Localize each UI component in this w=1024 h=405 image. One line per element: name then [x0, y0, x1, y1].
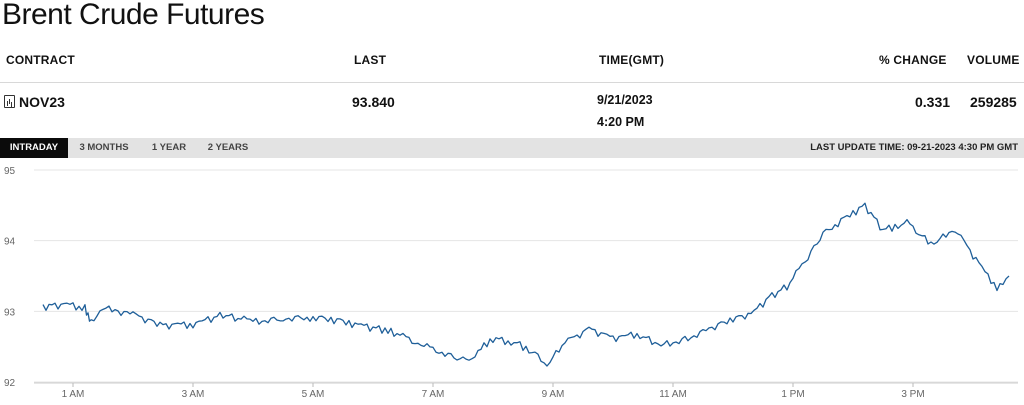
change-value: 0.331: [915, 94, 951, 110]
y-tick-label: 93: [4, 307, 16, 318]
time-clock: 4:20 PM: [597, 115, 645, 129]
tab-2-years[interactable]: 2 YEARS: [207, 142, 249, 153]
volume-value: 259285: [970, 94, 1017, 110]
y-tick-label: 94: [4, 237, 16, 248]
y-tick-label: 95: [4, 166, 16, 177]
time-date: 9/21/2023: [597, 93, 653, 107]
y-tick-label: 92: [4, 378, 16, 389]
x-tick-label: 3 PM: [901, 389, 924, 400]
header-volume[interactable]: VOLUME: [967, 53, 1020, 67]
contract-value[interactable]: NOV23: [19, 94, 65, 110]
x-tick-label: 7 AM: [422, 389, 445, 400]
page-title: Brent Crude Futures: [2, 0, 265, 31]
last-value: 93.840: [352, 94, 395, 110]
x-tick-label: 11 AM: [659, 389, 687, 400]
x-tick-label: 3 AM: [182, 389, 205, 400]
x-tick-label: 5 AM: [302, 389, 325, 400]
price-series-line: [42, 202, 1010, 367]
time-cell: 9/21/2023 4:20 PM: [597, 89, 653, 133]
tab-3-months[interactable]: 3 MONTHS: [79, 142, 129, 153]
intraday-price-chart[interactable]: 92 93 94 95 1 AM 3 AM 5 AM 7 AM 9 AM 11 AM 1 PM 3 P…: [0, 158, 1024, 405]
last-update-time: LAST UPDATE TIME: 09-21-2023 4:30 PM GMT: [810, 142, 1018, 153]
header-last[interactable]: LAST: [354, 53, 387, 67]
document-chart-icon[interactable]: [4, 95, 15, 108]
header-time[interactable]: TIME(GMT): [599, 53, 665, 67]
x-tick-label: 1 PM: [781, 389, 804, 400]
tab-1-year[interactable]: 1 YEAR: [151, 142, 187, 153]
contract-cell[interactable]: NOV23: [4, 94, 65, 110]
tab-intraday[interactable]: INTRADAY: [0, 138, 68, 158]
header-contract[interactable]: CONTRACT: [6, 53, 75, 67]
header-change[interactable]: % CHANGE: [879, 53, 947, 67]
x-tick-label: 1 AM: [62, 389, 85, 400]
header-divider: [0, 82, 1024, 83]
x-tick-label: 9 AM: [542, 389, 565, 400]
range-tabbar: INTRADAY 3 MONTHS 1 YEAR 2 YEARS LAST UP…: [0, 138, 1024, 158]
